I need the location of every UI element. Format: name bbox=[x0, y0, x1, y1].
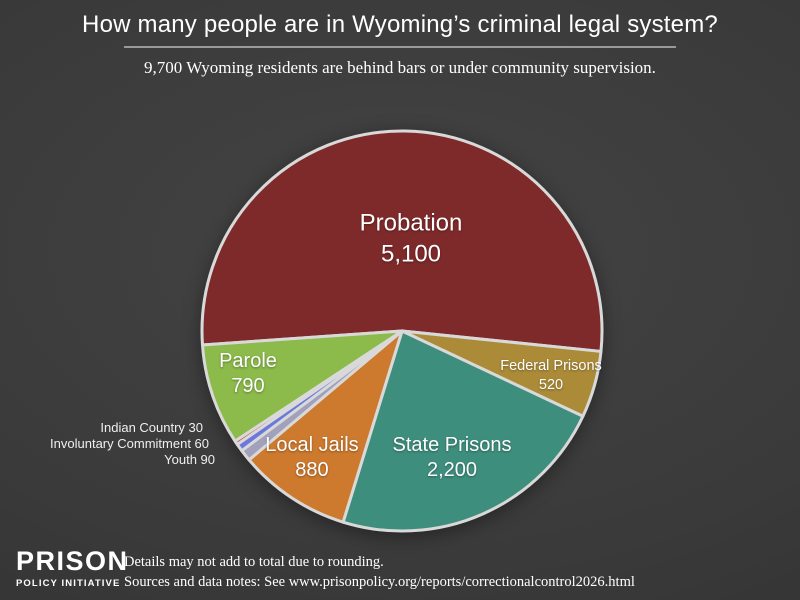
pie-slice-local-jails bbox=[247, 329, 404, 524]
federal-prisons-slice-label: Federal Prisons 520 bbox=[500, 357, 602, 395]
indian-country-callout: Indian Country 30 bbox=[100, 420, 203, 435]
probation-slice-label: Probation 5,100 bbox=[360, 208, 463, 269]
involuntary-commitment-callout: Involuntary Commitment 60 bbox=[50, 436, 209, 451]
parole-slice-label: Parole 790 bbox=[219, 349, 277, 399]
parole-label-text: Parole bbox=[219, 350, 277, 372]
federal-prisons-value: 520 bbox=[538, 377, 564, 393]
federal-prisons-label-text: Federal Prisons bbox=[500, 358, 602, 375]
pie-slice-state-prisons bbox=[341, 329, 585, 533]
local-jails-value: 880 bbox=[295, 459, 329, 481]
probation-label-text: Probation bbox=[359, 209, 463, 237]
local-jails-label-text: Local Jails bbox=[265, 434, 359, 456]
pie-slice-probation bbox=[200, 129, 604, 353]
prison-policy-initiative-logo: PRISON POLICY INITIATIVE bbox=[16, 546, 129, 590]
page-subtitle: 9,700 Wyoming residents are behind bars … bbox=[144, 58, 656, 77]
state-prisons-value: 2,200 bbox=[426, 459, 478, 481]
small-slice-callouts: Indian Country 30 Involuntary Commitment… bbox=[50, 420, 215, 468]
state-prisons-label-text: State Prisons bbox=[392, 434, 512, 456]
rounding-note: Details may not add to total due to roun… bbox=[124, 554, 384, 570]
footer-notes: Details may not add to total due to roun… bbox=[124, 552, 635, 592]
probation-value: 5,100 bbox=[380, 240, 442, 267]
sources-note: Sources and data notes: See www.prisonpo… bbox=[124, 574, 635, 590]
local-jails-slice-label: Local Jails 880 bbox=[265, 433, 358, 483]
page-title: How many people are in Wyoming’s crimina… bbox=[82, 11, 718, 38]
logo-policy-initiative-text: POLICY INITIATIVE bbox=[16, 578, 121, 589]
youth-callout: Youth 90 bbox=[164, 452, 215, 467]
state-prisons-slice-label: State Prisons 2,200 bbox=[393, 433, 512, 483]
parole-value: 790 bbox=[231, 375, 265, 397]
title-divider bbox=[124, 46, 676, 48]
pie-chart bbox=[200, 129, 604, 533]
pie-slice-parole bbox=[200, 329, 404, 443]
logo-prison-text: PRISON bbox=[16, 546, 129, 576]
